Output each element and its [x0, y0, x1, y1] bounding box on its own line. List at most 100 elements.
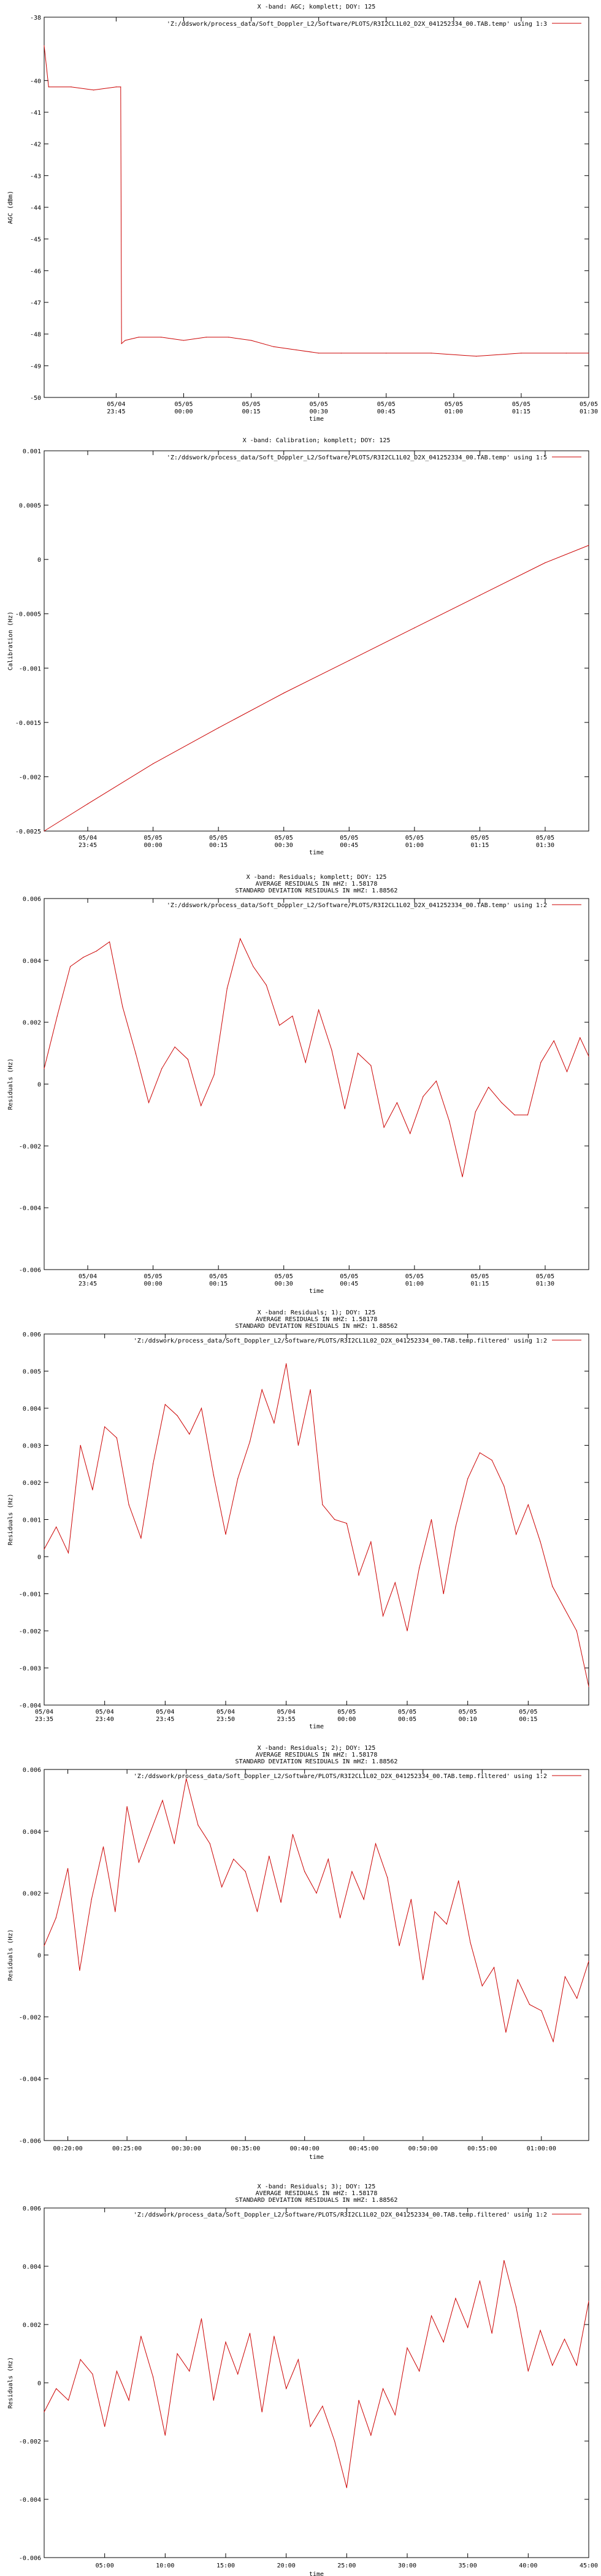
x-tick-label-time: 01:30: [536, 1281, 554, 1287]
data-point: [162, 1800, 163, 1801]
chart-title: X -band: Residuals; komplett; DOY: 125: [247, 874, 387, 881]
x-tick-label-date: 05/05: [144, 835, 163, 841]
x-tick-label-time: 00:55:00: [467, 2145, 497, 2152]
data-point: [503, 2260, 505, 2261]
x-tick-label-time: 00:00: [144, 1281, 163, 1287]
x-tick-label-time: 00:25:00: [112, 2145, 142, 2152]
x-tick-label-date: 05/05: [536, 835, 554, 841]
data-point: [370, 2434, 372, 2436]
x-axis-label: time: [309, 416, 324, 423]
chart-subtitle: STANDARD DEVIATION RESIDUALS IN mHZ: 1.8…: [235, 887, 398, 894]
x-tick-label-time: 01:15: [470, 842, 489, 849]
y-tick-label: -48: [30, 332, 41, 339]
x-axis-label: time: [309, 849, 324, 856]
x-tick-label-time: 00:15: [209, 842, 228, 849]
y-tick-label: 0.006: [23, 2206, 41, 2212]
data-point: [327, 1858, 329, 1860]
x-tick-label-time: 05:00: [96, 2563, 114, 2569]
x-tick-label-time: 35:00: [459, 2563, 477, 2569]
y-tick-label: -0.002: [19, 1628, 41, 1635]
data-point: [434, 1911, 435, 1912]
y-tick-label: 0: [37, 2380, 41, 2387]
x-axis-label: time: [309, 2571, 324, 2576]
chart-panel-4: X -band: Residuals; 1); DOY: 125AVERAGE …: [7, 1309, 589, 1730]
data-point: [455, 2298, 456, 2299]
x-tick-label-date: 05/04: [35, 1709, 53, 1715]
data-point: [552, 2364, 553, 2366]
x-tick-label-date: 05/05: [405, 1273, 424, 1280]
chart-panel-6: X -band: Residuals; 3); DOY: 125AVERAGE …: [7, 2183, 598, 2576]
data-point: [540, 1062, 542, 1063]
y-tick-label: 0.005: [23, 1369, 41, 1376]
data-point: [431, 1519, 432, 1520]
y-tick-label: -0.002: [19, 2439, 41, 2445]
data-point: [126, 1806, 128, 1807]
y-tick-label: 0.002: [23, 1020, 41, 1027]
x-tick-label-date: 05/05: [470, 1273, 489, 1280]
x-axis-label: time: [309, 1288, 324, 1295]
x-tick-label-date: 05/04: [277, 1709, 296, 1715]
y-tick-label: 0.0005: [19, 503, 41, 510]
chart-subtitle: STANDARD DEVIATION RESIDUALS IN mHZ: 1.8…: [235, 1323, 398, 1330]
chart-title: X -band: Residuals; 1); DOY: 125: [258, 1309, 376, 1316]
y-tick-label: -41: [30, 110, 41, 117]
x-tick-label-time: 00:00: [337, 1716, 356, 1723]
x-tick-label-time: 00:45: [377, 408, 396, 415]
x-tick-label-time: 40:00: [519, 2563, 537, 2569]
chart-panel-5: X -band: Residuals; 2); DOY: 125AVERAGE …: [7, 1745, 589, 2161]
x-tick-label-date: 05/05: [445, 401, 463, 408]
chart-subtitle: STANDARD DEVIATION RESIDUALS IN mHZ: 1.8…: [235, 1758, 398, 1765]
y-tick-label: 0.004: [23, 1829, 41, 1836]
y-tick-label: -0.004: [19, 2076, 41, 2083]
legend-label: 'Z:/ddswork/process_data/Soft_Doppler_L2…: [134, 2212, 547, 2218]
x-tick-label-time: 15:00: [216, 2563, 235, 2569]
data-point: [475, 1111, 476, 1113]
data-point: [120, 86, 121, 88]
x-tick-label-date: 05/05: [398, 1709, 416, 1715]
y-axis-label: Residuals (Hz): [7, 2357, 14, 2409]
data-point: [122, 1006, 123, 1008]
data-point: [346, 1522, 347, 1524]
y-tick-label: 0.004: [23, 1406, 41, 1413]
y-tick-label: -45: [30, 237, 41, 243]
x-tick-label-time: 00:10: [459, 1716, 477, 1723]
y-tick-label: 0.004: [23, 958, 41, 965]
series-line: [44, 2260, 589, 2488]
x-tick-label-time: 23:40: [96, 1716, 114, 1723]
x-tick-label-date: 05/05: [519, 1709, 537, 1715]
x-tick-label-date: 05/05: [242, 401, 261, 408]
data-point: [351, 1871, 353, 1872]
chart-panel-1: X -band: AGC; komplett; DOY: 125 -38 -40 -4…: [7, 4, 598, 423]
y-tick-label: -0.004: [19, 1205, 41, 1212]
x-tick-label-time: 00:15: [209, 1281, 228, 1287]
data-point: [387, 1877, 388, 1879]
data-point: [334, 1519, 335, 1520]
data-point: [218, 727, 219, 729]
y-tick-label: -0.006: [19, 2555, 41, 2562]
data-point: [115, 86, 117, 88]
data-point: [283, 692, 285, 694]
legend-label: 'Z:/ddswork/process_data/Soft_Doppler_L2…: [134, 1773, 547, 1780]
data-point: [67, 1552, 69, 1554]
data-point: [529, 2004, 530, 2005]
data-point: [67, 2399, 69, 2401]
y-tick-label: 0.001: [23, 448, 41, 455]
y-tick-label: -0.004: [19, 1703, 41, 1709]
x-tick-label-date: 05/05: [459, 1709, 477, 1715]
y-tick-label: -47: [30, 300, 41, 307]
x-tick-label-time: 01:15: [470, 1281, 489, 1287]
x-tick-label-time: 00:50:00: [408, 2145, 438, 2152]
data-point: [576, 1630, 577, 1631]
data-point: [280, 1902, 281, 1903]
plot-frame: [44, 1769, 589, 2141]
data-point: [121, 343, 122, 344]
legend-label: 'Z:/ddswork/process_data/Soft_Doppler_L2…: [134, 1338, 547, 1344]
y-tick-label: -0.004: [19, 2497, 41, 2504]
x-tick-label-time: 00:05: [398, 1716, 416, 1723]
data-point: [148, 1102, 150, 1103]
x-tick-label-time: 00:30: [275, 1281, 293, 1287]
data-point: [79, 1970, 80, 1971]
x-tick-label-date: 05/05: [310, 401, 328, 408]
x-tick-label-time: 45:00: [580, 2563, 598, 2569]
x-tick-label-time: 23:45: [156, 1716, 174, 1723]
